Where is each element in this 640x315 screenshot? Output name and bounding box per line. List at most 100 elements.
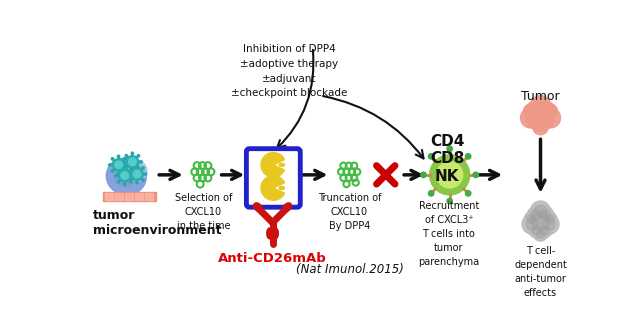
Circle shape xyxy=(536,230,545,238)
Circle shape xyxy=(137,155,140,157)
Ellipse shape xyxy=(253,203,262,211)
Circle shape xyxy=(111,158,114,160)
Circle shape xyxy=(131,169,134,171)
Ellipse shape xyxy=(283,203,291,211)
Circle shape xyxy=(543,212,557,226)
Circle shape xyxy=(118,169,120,171)
Circle shape xyxy=(117,155,120,158)
Circle shape xyxy=(109,164,111,166)
Circle shape xyxy=(127,173,130,175)
FancyBboxPatch shape xyxy=(246,149,300,207)
Ellipse shape xyxy=(273,228,278,239)
Circle shape xyxy=(537,223,552,238)
Circle shape xyxy=(124,166,126,168)
Circle shape xyxy=(465,191,471,196)
Circle shape xyxy=(529,223,545,238)
Text: Selection of
CXCL10
in the time: Selection of CXCL10 in the time xyxy=(175,193,232,231)
Circle shape xyxy=(117,172,120,175)
Circle shape xyxy=(111,170,114,172)
Circle shape xyxy=(429,155,470,195)
Circle shape xyxy=(539,214,559,234)
Circle shape xyxy=(428,154,434,159)
Circle shape xyxy=(540,210,550,220)
Circle shape xyxy=(531,210,541,220)
Circle shape xyxy=(136,164,138,167)
Text: Tumor: Tumor xyxy=(521,90,560,103)
Circle shape xyxy=(525,206,556,237)
Circle shape xyxy=(527,101,543,118)
Circle shape xyxy=(130,167,132,169)
Circle shape xyxy=(136,181,138,184)
Text: tumor
microenvironment: tumor microenvironment xyxy=(93,209,221,237)
Circle shape xyxy=(118,169,131,182)
Circle shape xyxy=(113,159,125,171)
Circle shape xyxy=(531,201,550,221)
Circle shape xyxy=(142,167,144,169)
Ellipse shape xyxy=(115,170,136,187)
Text: T cell-
dependent
anti-tumor
effects: T cell- dependent anti-tumor effects xyxy=(514,246,567,298)
Circle shape xyxy=(140,161,142,163)
Bar xyxy=(145,192,153,200)
Circle shape xyxy=(527,215,536,223)
Circle shape xyxy=(537,206,554,223)
Circle shape xyxy=(531,95,550,116)
Circle shape xyxy=(130,179,132,181)
Text: CD4
CD8
NK: CD4 CD8 NK xyxy=(430,134,465,184)
Circle shape xyxy=(447,198,452,204)
Ellipse shape xyxy=(279,163,285,166)
Text: Inhibition of DPP4
±adoptive therapy
±adjuvant
±checkpoint blockade: Inhibition of DPP4 ±adoptive therapy ±ad… xyxy=(231,44,348,98)
Circle shape xyxy=(533,119,548,135)
Circle shape xyxy=(118,180,120,183)
Bar xyxy=(125,192,133,200)
Circle shape xyxy=(124,170,125,172)
Text: Truncation of
CXCL10
By DPP4: Truncation of CXCL10 By DPP4 xyxy=(318,193,381,231)
Circle shape xyxy=(447,146,452,152)
Circle shape xyxy=(131,168,143,180)
Circle shape xyxy=(420,172,426,178)
Text: (Nat Imunol.2015): (Nat Imunol.2015) xyxy=(296,263,403,276)
Circle shape xyxy=(531,212,550,230)
Bar xyxy=(135,192,143,200)
Circle shape xyxy=(131,152,134,154)
Circle shape xyxy=(121,172,129,180)
Circle shape xyxy=(524,212,538,226)
Text: Recruitment
of CXCL3⁺
T cells into
tumor
parenchyma: Recruitment of CXCL3⁺ T cells into tumor… xyxy=(419,201,479,267)
Circle shape xyxy=(125,155,127,157)
Circle shape xyxy=(125,167,127,169)
Circle shape xyxy=(546,215,554,223)
Bar xyxy=(115,192,123,200)
Ellipse shape xyxy=(279,186,285,190)
Ellipse shape xyxy=(267,228,272,239)
Circle shape xyxy=(129,158,136,166)
Circle shape xyxy=(522,214,542,234)
Circle shape xyxy=(473,172,479,178)
Circle shape xyxy=(543,218,555,230)
Circle shape xyxy=(129,169,132,171)
Circle shape xyxy=(543,104,557,118)
Circle shape xyxy=(124,183,126,185)
Circle shape xyxy=(527,206,545,223)
Ellipse shape xyxy=(124,160,147,182)
Circle shape xyxy=(532,226,541,235)
Circle shape xyxy=(115,175,117,177)
Ellipse shape xyxy=(106,158,146,195)
Circle shape xyxy=(465,154,471,159)
Circle shape xyxy=(526,218,538,230)
Circle shape xyxy=(129,180,132,183)
Wedge shape xyxy=(261,176,285,200)
Circle shape xyxy=(132,175,134,177)
Bar xyxy=(105,192,113,200)
Circle shape xyxy=(534,205,547,217)
Circle shape xyxy=(541,108,561,128)
Circle shape xyxy=(137,167,140,169)
Circle shape xyxy=(126,156,139,168)
Circle shape xyxy=(126,164,128,166)
Circle shape xyxy=(145,173,147,175)
Bar xyxy=(103,192,156,201)
Circle shape xyxy=(524,104,538,118)
Circle shape xyxy=(115,161,122,169)
Circle shape xyxy=(142,179,144,181)
Circle shape xyxy=(124,158,125,160)
Circle shape xyxy=(534,227,547,241)
Circle shape xyxy=(538,101,554,118)
